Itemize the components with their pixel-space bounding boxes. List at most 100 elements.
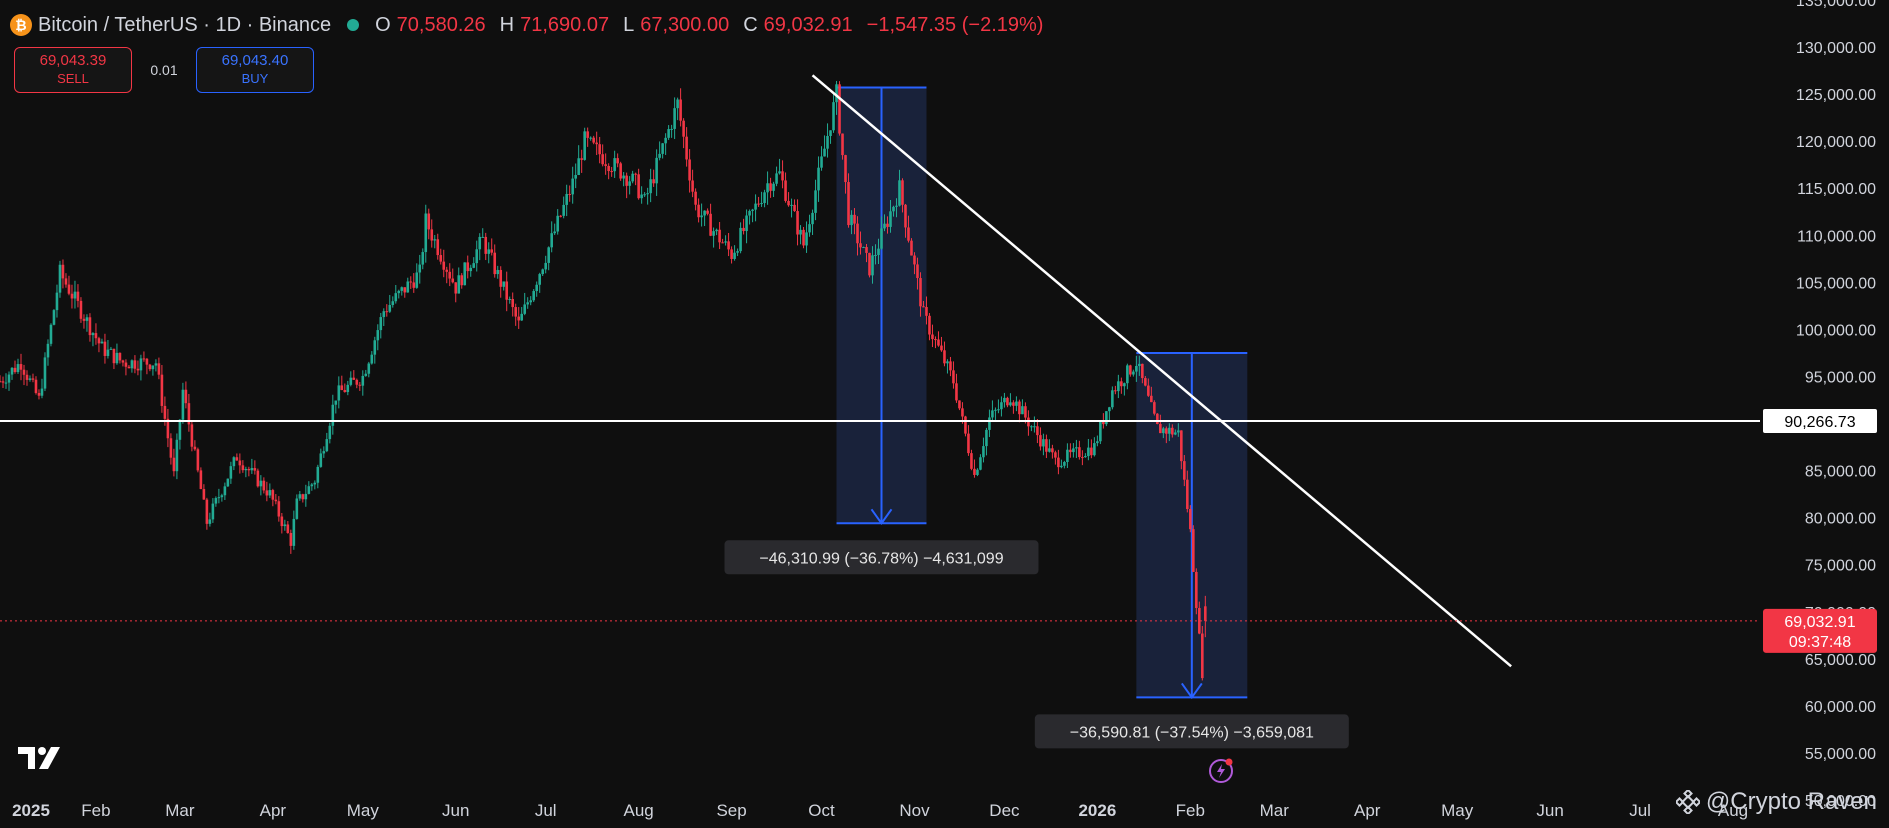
candle-body bbox=[751, 209, 754, 211]
candle-body bbox=[304, 493, 308, 500]
candle-body bbox=[283, 524, 287, 527]
candle-body bbox=[976, 469, 979, 475]
candle-body bbox=[673, 108, 676, 129]
candle-body bbox=[253, 468, 257, 471]
candle-body bbox=[394, 293, 398, 302]
candle-body bbox=[595, 142, 598, 145]
candle-body bbox=[754, 203, 757, 210]
candle-body bbox=[1138, 363, 1141, 366]
sell-button[interactable]: 69,043.39 SELL bbox=[14, 47, 132, 93]
x-tick-label: Sep bbox=[716, 801, 746, 820]
candle-body bbox=[646, 193, 649, 195]
candle-body bbox=[592, 137, 595, 143]
candle-body bbox=[499, 269, 503, 287]
candle-body bbox=[199, 470, 203, 490]
candle-body bbox=[1192, 529, 1195, 572]
candle-body bbox=[52, 310, 56, 325]
current-price-tag bbox=[1763, 608, 1877, 653]
candle-body bbox=[862, 247, 865, 249]
candle-body bbox=[1012, 402, 1015, 406]
candle-body bbox=[769, 183, 772, 191]
symbol-title[interactable]: Bitcoin / TetherUS · 1D · Binance bbox=[38, 13, 332, 36]
candle-body bbox=[565, 193, 568, 205]
candle-body bbox=[511, 298, 515, 308]
open-value: 70,580.26 bbox=[396, 13, 486, 36]
candle-body bbox=[778, 171, 781, 174]
support-price-tag bbox=[1763, 409, 1877, 434]
candle-body bbox=[1135, 365, 1138, 372]
candle-body bbox=[193, 446, 197, 450]
candle-body bbox=[1132, 371, 1135, 375]
buy-button[interactable]: 69,043.40 BUY bbox=[196, 47, 314, 93]
buy-label: BUY bbox=[241, 71, 269, 86]
candle-body bbox=[487, 249, 491, 254]
candle-body bbox=[574, 174, 577, 179]
candle-body bbox=[631, 173, 634, 182]
candle-body bbox=[589, 137, 592, 139]
candle-body bbox=[601, 154, 604, 165]
candle-body bbox=[748, 210, 751, 216]
candle-body bbox=[913, 255, 916, 265]
candle-body bbox=[700, 215, 703, 218]
candle-body bbox=[919, 278, 922, 307]
open-label: O bbox=[375, 13, 391, 36]
candle-body bbox=[943, 350, 946, 364]
candle-body bbox=[1147, 385, 1150, 396]
x-tick-label: Mar bbox=[1260, 801, 1290, 820]
candle-body bbox=[967, 433, 970, 454]
candle-body bbox=[568, 193, 571, 195]
candle-body bbox=[1066, 449, 1069, 463]
candle-body bbox=[373, 340, 377, 355]
candle-body bbox=[241, 465, 245, 471]
candle-body bbox=[364, 373, 368, 376]
candle-body bbox=[211, 503, 215, 520]
candle-body bbox=[205, 499, 209, 524]
candle-body bbox=[85, 317, 89, 321]
candle-body bbox=[979, 457, 982, 470]
quantity-field[interactable]: 0.01 bbox=[150, 62, 178, 78]
measure-arrow-head bbox=[1181, 682, 1203, 700]
candle-body bbox=[1174, 432, 1177, 435]
candle-body bbox=[1201, 633, 1204, 679]
candle-body bbox=[1183, 461, 1186, 480]
candle-body bbox=[790, 204, 793, 206]
candle-body bbox=[466, 262, 470, 272]
candle-body bbox=[613, 158, 616, 172]
candle-body bbox=[271, 490, 275, 500]
candle-body bbox=[409, 281, 413, 283]
candle-body bbox=[1003, 397, 1006, 403]
candle-body bbox=[370, 354, 374, 364]
candle-body bbox=[982, 446, 985, 458]
candle-body bbox=[1048, 448, 1051, 452]
candle-body bbox=[739, 227, 742, 252]
candle-body bbox=[559, 215, 562, 217]
candle-body bbox=[937, 339, 940, 346]
candle-body bbox=[442, 261, 446, 270]
measure-label: −46,310.99 (−36.78%) −4,631,099 bbox=[759, 550, 1003, 567]
high-label: H bbox=[499, 13, 515, 36]
candle-body bbox=[697, 204, 700, 218]
candle-body bbox=[475, 249, 479, 264]
candle-body bbox=[988, 417, 991, 430]
candle-body bbox=[265, 490, 269, 496]
candle-body bbox=[130, 360, 134, 369]
candle-body bbox=[1006, 397, 1009, 406]
x-tick-label: Jun bbox=[1536, 801, 1563, 820]
descending-trendline[interactable] bbox=[811, 74, 1512, 668]
candle-body bbox=[640, 194, 643, 199]
low-label: L bbox=[623, 13, 635, 36]
lightning-alert-icon[interactable] bbox=[1208, 757, 1234, 783]
candle-body bbox=[784, 180, 787, 201]
candle-body bbox=[454, 282, 458, 294]
candle-body bbox=[685, 136, 688, 160]
y-tick-label: 100,000.00 bbox=[1796, 322, 1876, 339]
candle-body bbox=[1198, 608, 1201, 634]
close-value: 69,032.91 bbox=[763, 13, 853, 36]
candle-body bbox=[469, 267, 473, 272]
candle-body bbox=[415, 272, 419, 288]
candle-body bbox=[793, 204, 796, 212]
candle-body bbox=[916, 264, 919, 279]
candle-body bbox=[478, 236, 482, 250]
tradingview-logo-icon[interactable] bbox=[18, 745, 64, 771]
